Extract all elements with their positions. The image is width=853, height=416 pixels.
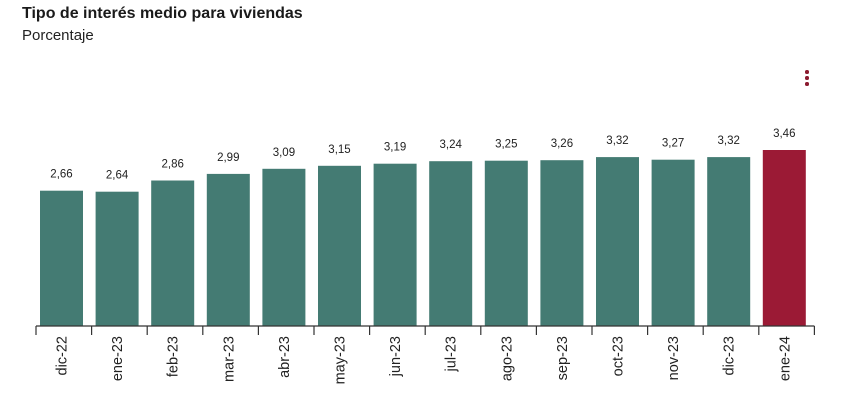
bar-ene-24[interactable] xyxy=(762,150,806,326)
bars-group xyxy=(40,150,806,326)
value-label-feb-23: 2,86 xyxy=(162,159,184,171)
bar-nov-23[interactable] xyxy=(651,159,695,326)
value-label-ago-23: 3,25 xyxy=(495,139,517,151)
value-label-jul-23: 3,24 xyxy=(440,139,463,151)
bar-sep-23[interactable] xyxy=(540,160,584,326)
tick-label-feb-23: feb-23 xyxy=(166,336,182,377)
tick-label-nov-23: nov-23 xyxy=(666,336,682,380)
tick-label-ene-23: ene-23 xyxy=(110,336,126,381)
tick-label-dic-22: dic-22 xyxy=(55,336,71,376)
bar-feb-23[interactable] xyxy=(151,180,195,327)
tick-label-mar-23: mar-23 xyxy=(221,336,237,382)
tick-label-sep-23: sep-23 xyxy=(555,336,571,380)
value-label-dic-22: 2,66 xyxy=(50,169,72,181)
chart-subtitle: Porcentaje xyxy=(22,27,94,44)
tick-label-jul-23: jul-23 xyxy=(444,336,460,372)
value-label-jun-23: 3,19 xyxy=(384,142,406,154)
tick-label-ago-23: ago-23 xyxy=(499,336,515,381)
value-label-ene-23: 2,64 xyxy=(106,170,129,182)
value-label-abr-23: 3,09 xyxy=(273,147,295,159)
bar-abr-23[interactable] xyxy=(262,168,306,326)
bar-dic-23[interactable] xyxy=(707,157,751,326)
chart-menu-icon[interactable] xyxy=(802,70,812,88)
tick-label-jun-23: jun-23 xyxy=(388,336,404,377)
bar-jul-23[interactable] xyxy=(429,161,473,326)
bar-may-23[interactable] xyxy=(318,165,361,326)
value-label-sep-23: 3,26 xyxy=(551,138,573,150)
bar-mar-23[interactable] xyxy=(206,173,250,326)
bar-ene-23[interactable] xyxy=(95,191,139,326)
x-axis xyxy=(35,325,816,335)
bar-jun-23[interactable] xyxy=(373,163,417,326)
value-label-dic-23: 3,32 xyxy=(718,135,740,147)
bar-oct-23[interactable] xyxy=(596,157,639,326)
value-label-may-23: 3,15 xyxy=(328,144,350,156)
tick-label-dic-23: dic-23 xyxy=(722,336,738,376)
chart-title: Tipo de interés medio para viviendas xyxy=(22,5,303,22)
x-tick-labels-group: dic-22 ene-23 feb-23 mar-23 abr-23 may-23 jun-… xyxy=(55,336,794,384)
value-label-oct-23: 3,32 xyxy=(606,135,628,147)
value-label-mar-23: 2,99 xyxy=(217,152,239,164)
tick-label-oct-23: oct-23 xyxy=(611,336,627,376)
tick-label-ene-24: ene-24 xyxy=(777,336,793,381)
tick-label-abr-23: abr-23 xyxy=(277,336,293,378)
bar-dic-22[interactable] xyxy=(40,190,83,326)
value-labels-group: 2,66 2,64 2,86 2,99 3,09 3,15 3,19 3,24 3,25 3,26… xyxy=(50,128,795,182)
value-label-nov-23: 3,27 xyxy=(662,138,684,150)
value-label-ene-24: 3,46 xyxy=(773,128,795,140)
bar-ago-23[interactable] xyxy=(484,160,528,326)
tick-label-may-23: may-23 xyxy=(333,336,349,384)
